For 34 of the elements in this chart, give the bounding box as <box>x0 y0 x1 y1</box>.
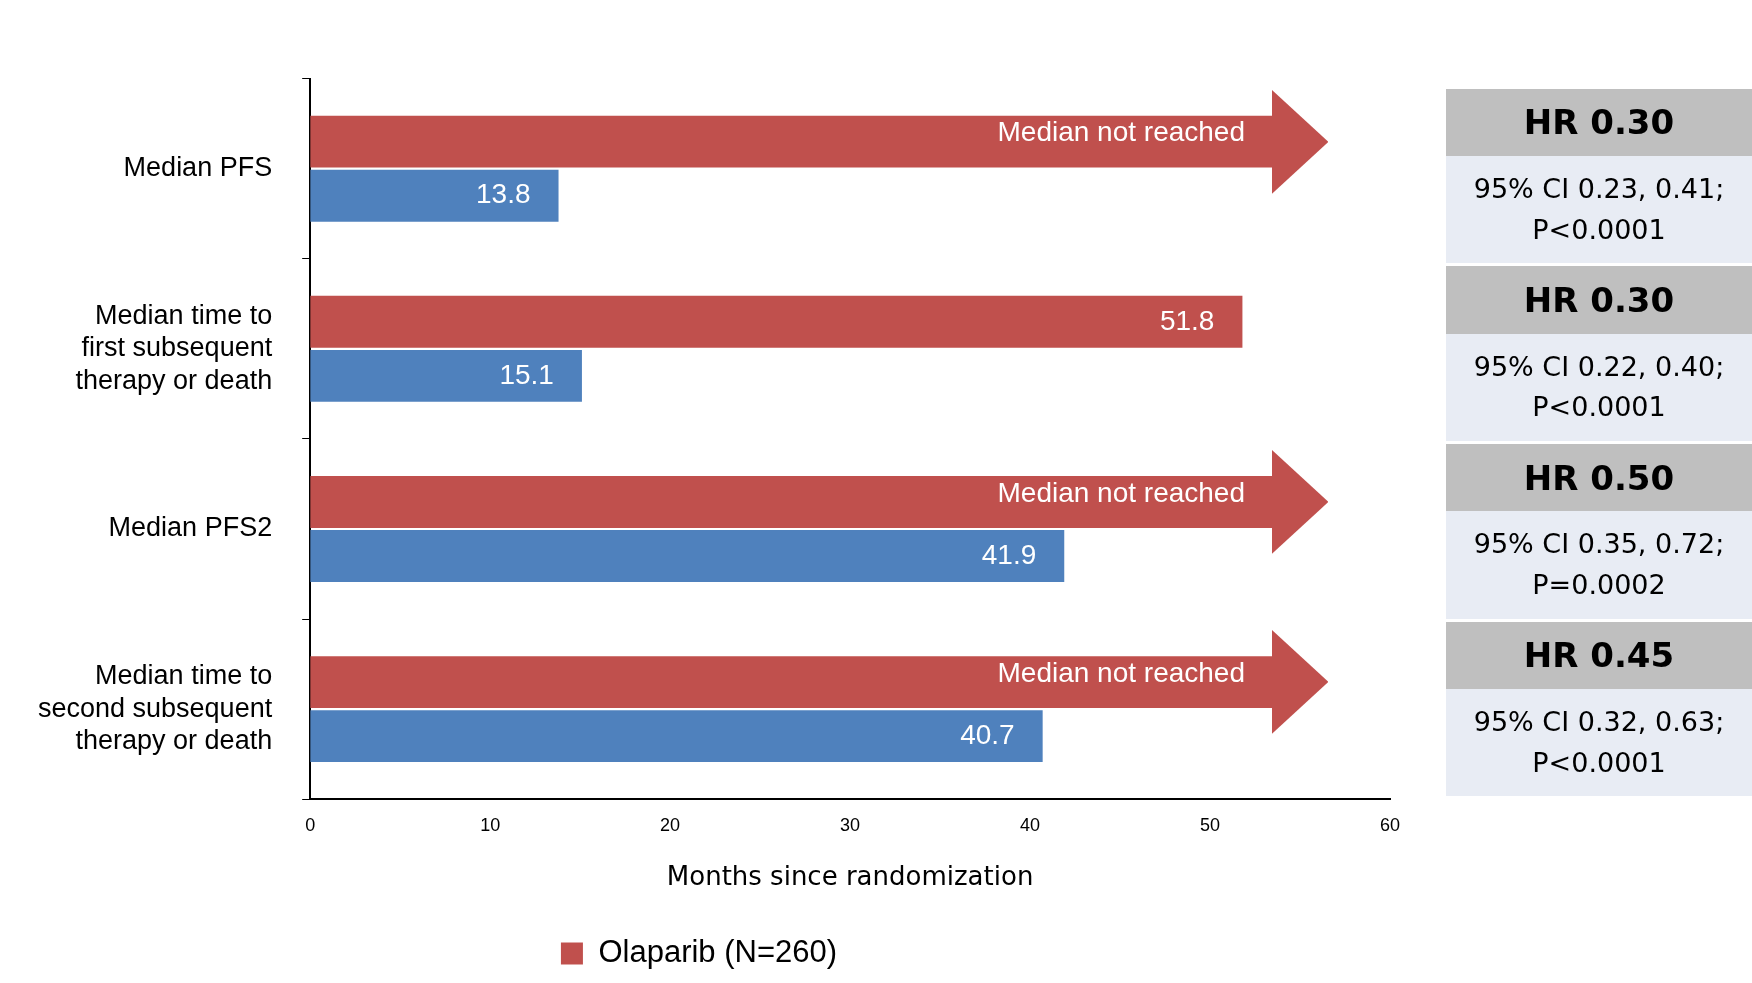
text: HR 0.45 <box>1446 621 1752 690</box>
x-tick-label: 40 <box>1020 814 1041 835</box>
bar <box>310 530 1065 582</box>
text: 95% CI 0.23, 0.41; P<0.0001 <box>1446 156 1752 264</box>
data-label: 51.8 <box>1159 304 1215 336</box>
data-label: Median not reached <box>997 656 1246 688</box>
data-label: 41.9 <box>981 538 1037 570</box>
x-tick-label: 30 <box>840 814 861 835</box>
text: 95% CI 0.22, 0.40; P<0.0001 <box>1446 333 1752 441</box>
data-label: 13.8 <box>476 178 531 210</box>
data-label: Median not reached <box>997 476 1246 508</box>
data-label: 15.1 <box>499 358 554 390</box>
x-axis-title: Months since randomization <box>666 861 1034 892</box>
bar <box>310 710 1043 763</box>
text: HR 0.30 <box>1446 266 1752 334</box>
text: HR 0.30 <box>1446 88 1752 157</box>
text: 95% CI 0.32, 0.63; P<0.0001 <box>1446 689 1752 797</box>
bar <box>310 169 559 222</box>
data-label: 40.7 <box>960 718 1015 750</box>
x-tick-label: 60 <box>1379 814 1401 835</box>
text: HR 0.50 <box>1446 443 1752 512</box>
bar <box>310 295 1243 348</box>
data-label: Median not reached <box>997 116 1246 148</box>
legend-label: Olaparib (N=260) <box>598 934 838 970</box>
x-tick-label: 20 <box>660 814 681 835</box>
y-tick-label: Median PFS <box>123 152 273 183</box>
text: 95% CI 0.35, 0.72; P=0.0002 <box>1446 511 1752 619</box>
x-tick-label: 0 <box>305 814 316 835</box>
y-tick-label: Median PFS2 <box>108 512 273 543</box>
bar <box>310 349 582 402</box>
y-tick-label: Median time to second subsequent therapy or death <box>37 660 273 755</box>
x-tick-label: 50 <box>1200 814 1221 835</box>
y-tick-label: Median time to first subsequent therapy or death <box>75 299 273 395</box>
x-tick-label: 10 <box>480 814 501 835</box>
